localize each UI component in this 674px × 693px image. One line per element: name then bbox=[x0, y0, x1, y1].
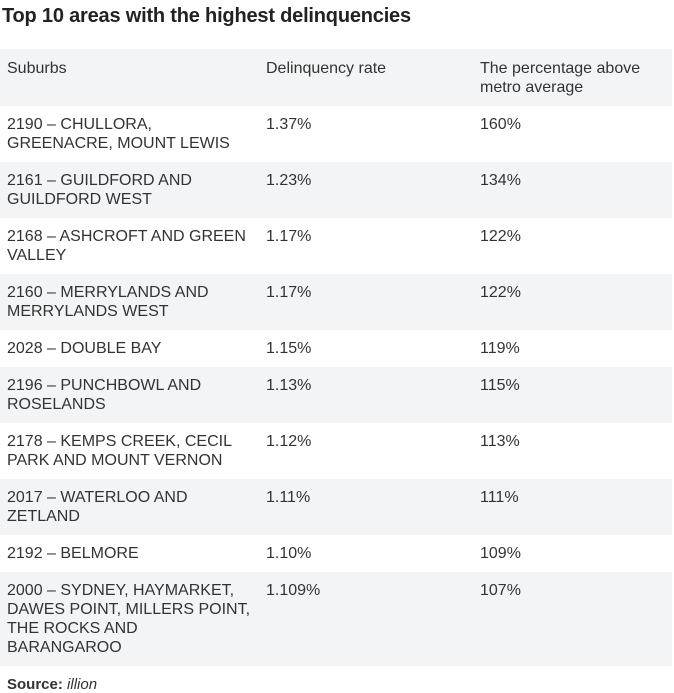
suburb-cell: 2190 – CHULLORA, GREENACRE, MOUNT LEWIS bbox=[0, 106, 259, 162]
table-row: 2160 – MERRYLANDS AND MERRYLANDS WEST 1.… bbox=[0, 274, 672, 330]
delinquency-table: Suburbs Delinquency rate The percentage … bbox=[0, 49, 672, 666]
above-average-cell: 134% bbox=[473, 162, 672, 218]
table-header-row: Suburbs Delinquency rate The percentage … bbox=[0, 49, 672, 106]
page-title: Top 10 areas with the highest delinquenc… bbox=[2, 5, 411, 27]
rate-cell: 1.17% bbox=[259, 274, 473, 330]
rate-cell: 1.13% bbox=[259, 367, 473, 423]
above-average-cell: 111% bbox=[473, 479, 672, 535]
above-average-cell: 107% bbox=[473, 572, 672, 666]
table-row: 2178 – KEMPS CREEK, CECIL PARK AND MOUNT… bbox=[0, 423, 672, 479]
above-average-cell: 160% bbox=[473, 106, 672, 162]
source-note: Source: illion bbox=[7, 676, 97, 693]
rate-cell: 1.15% bbox=[259, 330, 473, 367]
source-label: Source: bbox=[7, 676, 63, 693]
suburb-cell: 2178 – KEMPS CREEK, CECIL PARK AND MOUNT… bbox=[0, 423, 259, 479]
suburb-cell: 2168 – ASHCROFT AND GREEN VALLEY bbox=[0, 218, 259, 274]
rate-cell: 1.23% bbox=[259, 162, 473, 218]
rate-cell: 1.10% bbox=[259, 535, 473, 572]
header-percentage-above-metro: The percentage above metro average bbox=[473, 49, 672, 106]
table-row: 2196 – PUNCHBOWL AND ROSELANDS 1.13% 115… bbox=[0, 367, 672, 423]
suburb-cell: 2028 – DOUBLE BAY bbox=[0, 330, 259, 367]
table-row: 2168 – ASHCROFT AND GREEN VALLEY 1.17% 1… bbox=[0, 218, 672, 274]
above-average-cell: 119% bbox=[473, 330, 672, 367]
rate-cell: 1.37% bbox=[259, 106, 473, 162]
above-average-cell: 115% bbox=[473, 367, 672, 423]
rate-cell: 1.109% bbox=[259, 572, 473, 666]
table-row: 2161 – GUILDFORD AND GUILDFORD WEST 1.23… bbox=[0, 162, 672, 218]
above-average-cell: 109% bbox=[473, 535, 672, 572]
table-row: 2190 – CHULLORA, GREENACRE, MOUNT LEWIS … bbox=[0, 106, 672, 162]
source-value: illion bbox=[67, 676, 98, 693]
header-suburbs: Suburbs bbox=[0, 49, 259, 106]
table-row: 2017 – WATERLOO AND ZETLAND 1.11% 111% bbox=[0, 479, 672, 535]
header-delinquency-rate: Delinquency rate bbox=[259, 49, 473, 106]
above-average-cell: 122% bbox=[473, 218, 672, 274]
above-average-cell: 113% bbox=[473, 423, 672, 479]
table-row: 2192 – BELMORE 1.10% 109% bbox=[0, 535, 672, 572]
table-row: 2000 – SYDNEY, HAYMARKET, DAWES POINT, M… bbox=[0, 572, 672, 666]
suburb-cell: 2160 – MERRYLANDS AND MERRYLANDS WEST bbox=[0, 274, 259, 330]
rate-cell: 1.17% bbox=[259, 218, 473, 274]
suburb-cell: 2196 – PUNCHBOWL AND ROSELANDS bbox=[0, 367, 259, 423]
table-row: 2028 – DOUBLE BAY 1.15% 119% bbox=[0, 330, 672, 367]
suburb-cell: 2017 – WATERLOO AND ZETLAND bbox=[0, 479, 259, 535]
suburb-cell: 2000 – SYDNEY, HAYMARKET, DAWES POINT, M… bbox=[0, 572, 259, 666]
suburb-cell: 2161 – GUILDFORD AND GUILDFORD WEST bbox=[0, 162, 259, 218]
above-average-cell: 122% bbox=[473, 274, 672, 330]
rate-cell: 1.11% bbox=[259, 479, 473, 535]
rate-cell: 1.12% bbox=[259, 423, 473, 479]
suburb-cell: 2192 – BELMORE bbox=[0, 535, 259, 572]
